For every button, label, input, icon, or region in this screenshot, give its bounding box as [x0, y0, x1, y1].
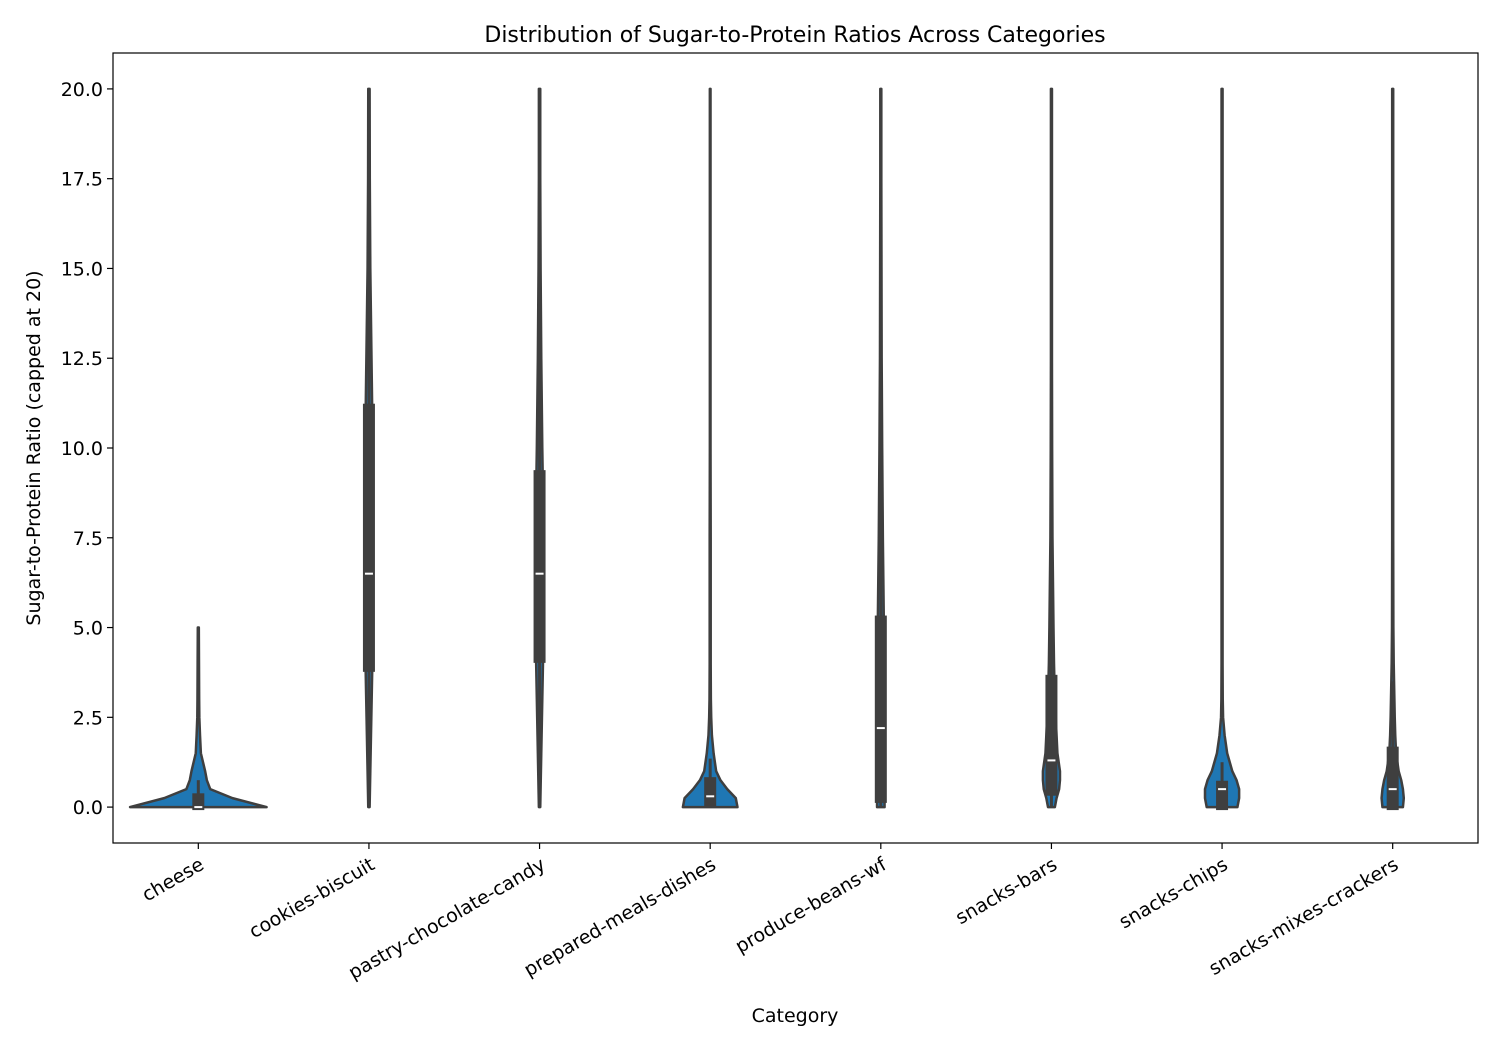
box: [874, 615, 887, 803]
box: [533, 470, 546, 663]
y-tick-label: 15.0: [61, 258, 103, 280]
x-axis-label: Category: [752, 1005, 839, 1027]
y-tick-label: 20.0: [61, 79, 103, 101]
y-tick-label: 0.0: [73, 797, 103, 819]
box: [704, 777, 717, 807]
box: [362, 403, 375, 672]
box: [1386, 746, 1399, 811]
violin: [681, 87, 739, 809]
y-tick-label: 2.5: [73, 707, 103, 729]
y-tick-label: 12.5: [61, 348, 103, 370]
y-tick-label: 5.0: [73, 618, 103, 640]
violin: [1203, 87, 1241, 809]
x-tick-label: snacks-chips: [1115, 853, 1231, 933]
x-tick-label: produce-beans-wf: [732, 853, 892, 958]
box: [1045, 674, 1058, 796]
x-tick-label: cookies-biscuit: [245, 853, 378, 942]
box: [1216, 780, 1229, 811]
y-axis-label: Sugar-to-Protein Ratio (capped at 20): [23, 270, 45, 625]
plot-frame: [112, 52, 1479, 844]
chart-title: Distribution of Sugar-to-Protein Ratios …: [484, 23, 1105, 48]
x-tick-label: snacks-bars: [952, 853, 1061, 929]
y-tick-label: 7.5: [73, 528, 103, 550]
x-tick-label: cheese: [138, 853, 207, 906]
y-tick-label: 17.5: [61, 169, 103, 191]
y-tick-label: 10.0: [61, 438, 103, 460]
x-tick-label: snacks-mixes-crackers: [1205, 853, 1402, 979]
box: [192, 793, 205, 811]
violin: [128, 626, 268, 809]
x-tick-label: prepared-meals-dishes: [520, 853, 719, 981]
